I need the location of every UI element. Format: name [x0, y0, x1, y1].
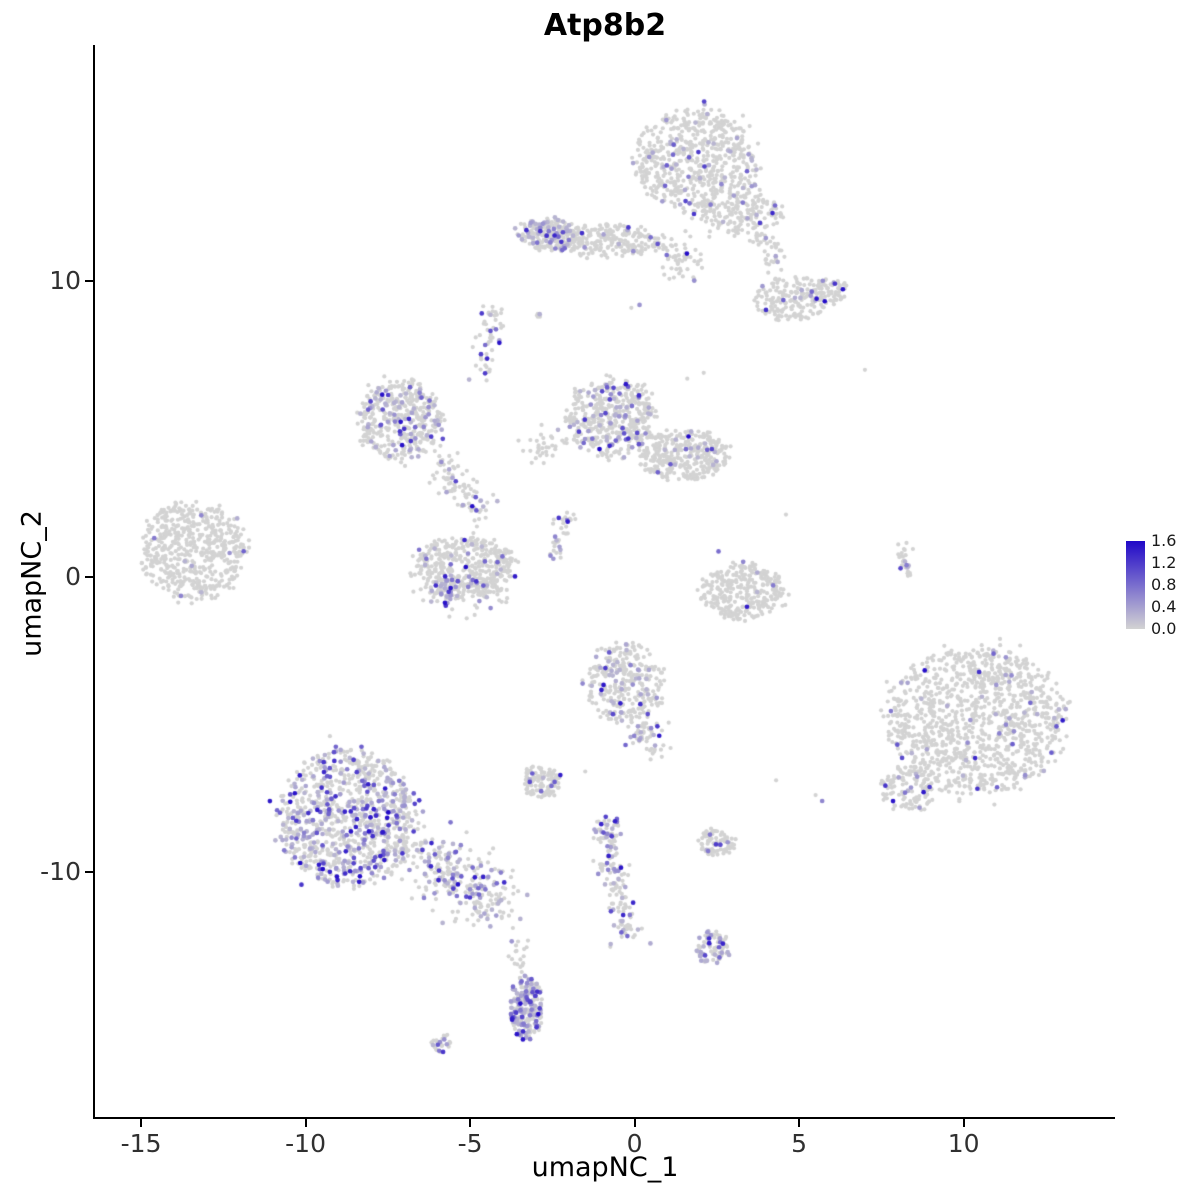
x-tick-mark	[140, 1119, 143, 1127]
legend-tick-label: 0.8	[1151, 575, 1177, 594]
x-tick-mark	[304, 1119, 307, 1127]
plot-panel	[93, 45, 1115, 1119]
legend-tick-label: 0.0	[1151, 619, 1177, 638]
legend-gradient-bar	[1126, 541, 1145, 629]
umap-scatter-canvas	[95, 45, 1115, 1117]
x-tick-label: -5	[457, 1129, 483, 1158]
x-axis-label: umapNC_1	[531, 1152, 679, 1183]
x-tick-label: -10	[285, 1129, 326, 1158]
y-tick-label: 0	[65, 561, 81, 591]
x-tick-label: 0	[626, 1129, 643, 1158]
y-tick-mark	[85, 280, 93, 283]
x-tick-mark	[633, 1119, 636, 1127]
x-tick-mark	[962, 1119, 965, 1127]
x-tick-mark	[469, 1119, 472, 1127]
plot-title: Atp8b2	[543, 8, 667, 43]
x-tick-label: -15	[120, 1129, 162, 1158]
x-tick-mark	[798, 1119, 801, 1127]
y-tick-label: -10	[40, 856, 81, 886]
legend-tick-label: 1.2	[1151, 553, 1177, 572]
x-tick-label: 5	[791, 1129, 808, 1158]
legend-tick-label: 1.6	[1151, 531, 1177, 550]
x-tick-label: 10	[947, 1129, 980, 1158]
y-tick-label: 10	[49, 266, 81, 296]
legend-tick-label: 0.4	[1151, 597, 1177, 616]
y-tick-mark	[85, 575, 93, 578]
expression-color-legend: 1.6 1.2 0.8 0.4 0.0	[1126, 532, 1200, 641]
y-tick-mark	[85, 870, 93, 873]
